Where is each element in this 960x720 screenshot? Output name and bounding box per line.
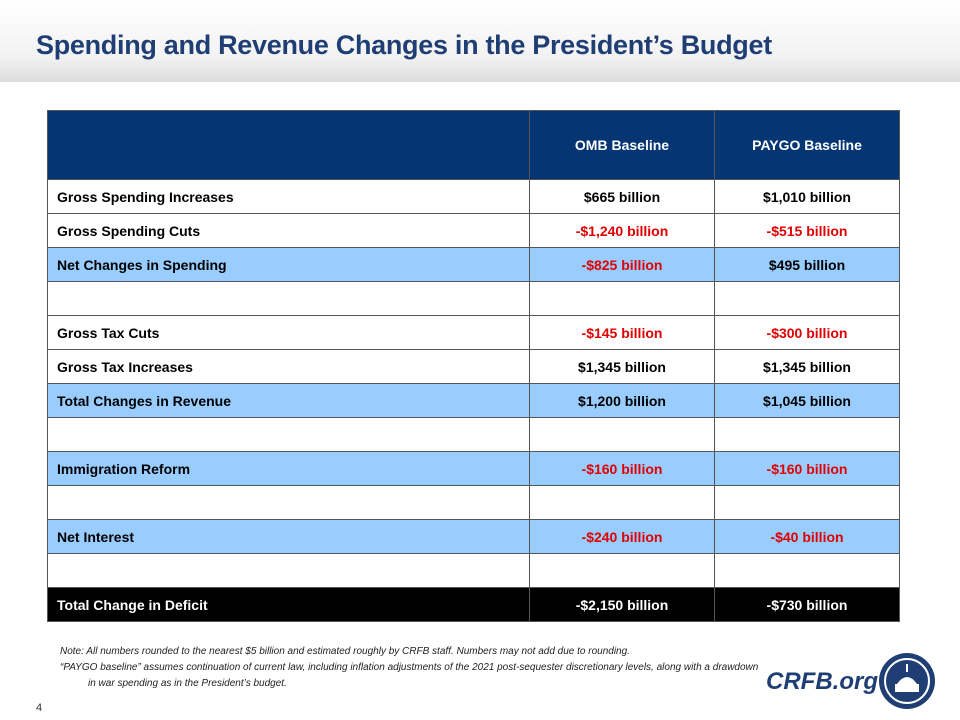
blank-row bbox=[47, 485, 900, 520]
blank-cell bbox=[714, 553, 900, 588]
row: Gross Spending Cuts -$1,240 billion -$515 … bbox=[47, 213, 900, 248]
value-cell: $1,200 billion bbox=[529, 383, 715, 418]
blank-cell bbox=[714, 417, 900, 452]
row: Immigration Reform -$160 billion -$160 bil… bbox=[47, 451, 900, 486]
title-band bbox=[0, 0, 960, 82]
header-cell: PAYGO Baseline bbox=[714, 110, 900, 180]
note: Note: All numbers rounded to the nearest… bbox=[60, 646, 630, 657]
row-label: Net Changes in Spending bbox=[47, 247, 530, 282]
value-cell: $1,345 billion bbox=[529, 349, 715, 384]
header-cell: OMB Baseline bbox=[529, 110, 715, 180]
value-cell: -$515 billion bbox=[714, 213, 900, 248]
row: Gross Tax Cuts -$145 billion -$300 billion bbox=[47, 315, 900, 350]
row: Net Interest -$240 billion -$40 billion bbox=[47, 519, 900, 554]
blank-row bbox=[47, 553, 900, 588]
value-cell: $495 billion bbox=[714, 247, 900, 282]
value-cell: -$40 billion bbox=[714, 519, 900, 554]
row-label: Total Change in Deficit bbox=[47, 587, 530, 622]
blank-cell bbox=[47, 553, 530, 588]
blank-cell bbox=[47, 485, 530, 520]
value-cell: $1,045 billion bbox=[714, 383, 900, 418]
value-cell: -$240 billion bbox=[529, 519, 715, 554]
row-label: Gross Tax Cuts bbox=[47, 315, 530, 350]
row-label: Gross Spending Increases bbox=[47, 179, 530, 214]
blank-row bbox=[47, 417, 900, 452]
page-number: 4 bbox=[36, 702, 43, 714]
value-cell: -$2,150 billion bbox=[529, 587, 715, 622]
value-cell: -$160 billion bbox=[714, 451, 900, 486]
row-label: Gross Tax Increases bbox=[47, 349, 530, 384]
value-cell: $1,345 billion bbox=[714, 349, 900, 384]
notes: Note: All numbers rounded to the nearest… bbox=[60, 644, 760, 692]
row: Net Changes in Spending -$825 billion $495… bbox=[47, 247, 900, 282]
blank-row bbox=[47, 281, 900, 316]
value-cell: $665 billion bbox=[529, 179, 715, 214]
header-row: OMB Baseline PAYGO Baseline bbox=[47, 110, 900, 180]
row: Total Change in Deficit -$2,150 billion -$… bbox=[47, 587, 900, 622]
value-cell: -$730 billion bbox=[714, 587, 900, 622]
brand: CRFB.org bbox=[766, 668, 878, 695]
blank-cell bbox=[529, 553, 715, 588]
logo bbox=[879, 653, 935, 709]
value-cell: -$160 billion bbox=[529, 451, 715, 486]
note: “PAYGO baseline” assumes continuation of… bbox=[60, 662, 759, 689]
row: Gross Spending Increases $665 billion $1,0… bbox=[47, 179, 900, 214]
blank-cell bbox=[529, 417, 715, 452]
row-label: Immigration Reform bbox=[47, 451, 530, 486]
title: Spending and Revenue Changes in the Pres… bbox=[36, 30, 772, 60]
value-cell: -$1,240 billion bbox=[529, 213, 715, 248]
blank-cell bbox=[714, 281, 900, 316]
header-cell bbox=[47, 110, 530, 180]
blank-cell bbox=[714, 485, 900, 520]
row-label: Total Changes in Revenue bbox=[47, 383, 530, 418]
value-cell: -$300 billion bbox=[714, 315, 900, 350]
value-cell: -$825 billion bbox=[529, 247, 715, 282]
row: Gross Tax Increases $1,345 billion $1,345 … bbox=[47, 349, 900, 384]
row: Total Changes in Revenue $1,200 billion $1… bbox=[47, 383, 900, 418]
row-label: Net Interest bbox=[47, 519, 530, 554]
value-cell: $1,010 billion bbox=[714, 179, 900, 214]
blank-cell bbox=[529, 281, 715, 316]
row-label: Gross Spending Cuts bbox=[47, 213, 530, 248]
budget-table: OMB Baseline PAYGO Baseline Gross Spending… bbox=[47, 110, 900, 622]
blank-cell bbox=[47, 417, 530, 452]
blank-cell bbox=[529, 485, 715, 520]
blank-cell bbox=[47, 281, 530, 316]
value-cell: -$145 billion bbox=[529, 315, 715, 350]
